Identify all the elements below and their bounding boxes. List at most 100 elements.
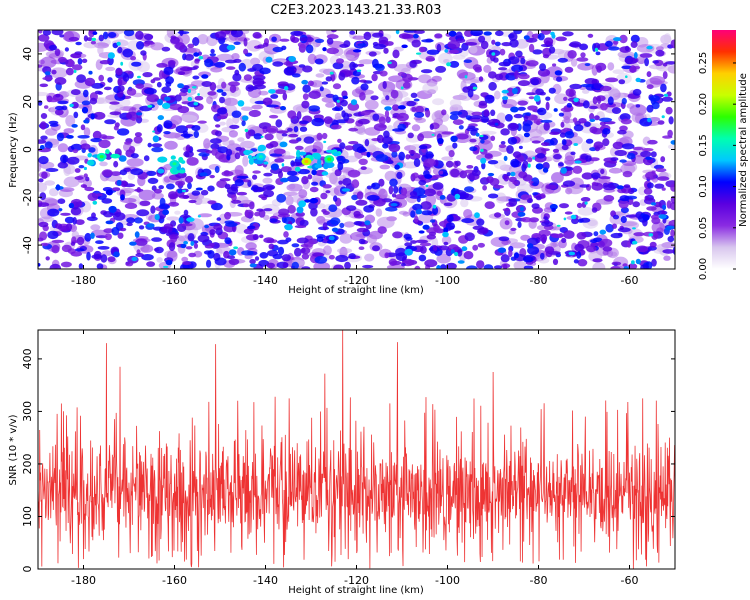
heatmap-blob bbox=[650, 151, 657, 158]
heatmap-blob bbox=[358, 238, 366, 245]
heatmap-blob bbox=[647, 139, 658, 145]
heatmap-blob bbox=[386, 125, 394, 132]
heatmap-blob bbox=[336, 58, 344, 64]
heatmap-blob bbox=[352, 35, 366, 40]
heatmap-blob bbox=[249, 258, 256, 265]
heatmap-blob bbox=[621, 65, 633, 70]
heatmap-blob bbox=[47, 208, 60, 217]
heatmap-blob bbox=[407, 132, 414, 139]
heatmap-blob bbox=[54, 109, 64, 116]
heatmap-blob bbox=[177, 71, 186, 75]
heatmap-blob bbox=[57, 161, 68, 169]
heatmap-blob bbox=[63, 128, 75, 134]
heatmap-blob bbox=[201, 74, 209, 79]
heatmap-blob bbox=[501, 89, 509, 94]
heatmap-blob bbox=[648, 95, 661, 102]
heatmap-blob bbox=[536, 225, 545, 231]
heatmap-blob bbox=[526, 92, 536, 96]
heatmap-blob bbox=[216, 89, 224, 93]
heatmap-blob bbox=[281, 45, 287, 51]
heatmap-blob bbox=[635, 77, 641, 83]
heatmap-blob bbox=[378, 116, 386, 125]
heatmap-blob bbox=[353, 221, 363, 226]
heatmap-blob bbox=[352, 49, 362, 53]
heatmap-blob bbox=[38, 202, 50, 207]
heatmap-blob bbox=[158, 70, 165, 80]
heatmap-blob bbox=[629, 65, 637, 73]
heatmap-blob bbox=[190, 241, 195, 246]
heatmap-blob bbox=[163, 131, 171, 135]
heatmap-blob bbox=[38, 263, 41, 267]
heatmap-blob bbox=[405, 154, 411, 160]
heatmap-blob bbox=[78, 263, 84, 269]
heatmap-blob bbox=[430, 219, 436, 223]
heatmap-blob bbox=[533, 118, 544, 125]
heatmap-blob bbox=[144, 41, 155, 45]
snr-y-tick-label: 200 bbox=[21, 453, 34, 474]
heatmap-blob bbox=[281, 163, 285, 167]
heatmap-blob bbox=[216, 180, 228, 189]
heatmap-blob bbox=[131, 256, 138, 262]
heatmap-blob bbox=[665, 227, 672, 231]
heatmap-blob bbox=[551, 207, 556, 212]
heatmap-blob bbox=[82, 184, 88, 189]
heatmap-blob bbox=[663, 255, 671, 261]
heatmap-blob bbox=[135, 253, 144, 257]
heatmap-blob bbox=[476, 218, 485, 226]
heatmap-blob bbox=[515, 50, 523, 58]
heatmap-blob bbox=[221, 170, 234, 177]
heatmap-blob bbox=[134, 217, 143, 224]
snr-y-axis-label: SNR (10 * v/v) bbox=[8, 414, 19, 485]
heatmap-blob bbox=[662, 62, 668, 67]
heatmap-blob bbox=[73, 69, 77, 73]
heatmap-blob bbox=[419, 242, 432, 247]
heatmap-blob bbox=[384, 41, 394, 46]
heatmap-blob bbox=[432, 182, 444, 190]
heatmap-blob bbox=[557, 57, 568, 63]
heatmap-blob bbox=[262, 97, 273, 106]
heatmap-blob bbox=[539, 63, 547, 71]
heatmap-blob bbox=[341, 159, 350, 164]
heatmap-blob bbox=[498, 236, 510, 242]
heatmap-blob bbox=[156, 81, 162, 88]
heatmap-blob bbox=[436, 265, 441, 269]
heatmap-blob bbox=[390, 203, 398, 207]
heatmap-blob bbox=[263, 172, 273, 177]
heatmap-cluster-blob bbox=[317, 158, 322, 166]
heatmap-blob bbox=[130, 168, 144, 176]
heatmap-blob bbox=[39, 145, 45, 150]
heatmap-blob bbox=[183, 240, 189, 245]
heatmap-blob bbox=[281, 254, 291, 262]
heatmap-blob bbox=[109, 111, 122, 116]
heatmap-blob bbox=[503, 174, 510, 182]
heatmap-blob bbox=[228, 130, 238, 138]
heatmap-blob bbox=[577, 206, 595, 216]
heatmap-blob bbox=[214, 165, 220, 174]
heatmap-blob bbox=[251, 104, 263, 110]
heatmap-blob bbox=[558, 233, 564, 238]
heatmap-blob bbox=[436, 190, 443, 196]
heatmap-blob bbox=[388, 143, 401, 153]
heatmap-blob bbox=[650, 202, 657, 206]
heatmap-blob bbox=[508, 229, 516, 235]
heatmap-blob bbox=[177, 33, 190, 45]
heatmap-blob bbox=[185, 175, 194, 184]
heatmap-blob bbox=[487, 193, 499, 199]
heatmap-blob bbox=[663, 93, 669, 97]
heatmap-blob bbox=[146, 94, 159, 103]
heatmap-blob bbox=[418, 213, 434, 224]
heatmap-blob bbox=[543, 216, 548, 220]
heatmap-blob bbox=[146, 170, 157, 176]
heatmap-blob bbox=[245, 84, 255, 92]
heatmap-blob bbox=[454, 230, 462, 234]
heatmap-blob bbox=[200, 189, 209, 196]
heatmap-blob bbox=[482, 185, 487, 191]
heatmap-blob bbox=[98, 74, 104, 82]
snr-panel: -180 -160 -140 -120 -100 -80 -60 0 100 200 300 400… bbox=[8, 329, 676, 596]
heatmap-blob bbox=[234, 179, 244, 187]
heatmap-blob bbox=[339, 222, 345, 229]
heatmap-blob bbox=[376, 134, 384, 144]
heatmap-blob bbox=[412, 172, 419, 179]
heatmap-blob bbox=[170, 96, 175, 101]
